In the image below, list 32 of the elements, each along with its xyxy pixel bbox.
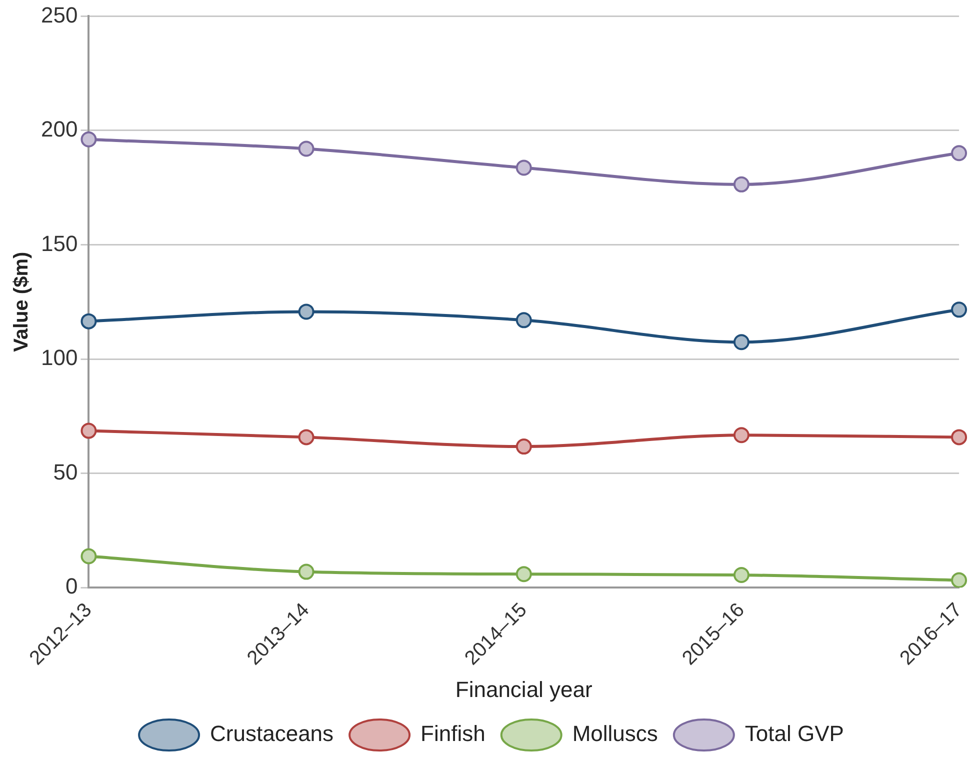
y-tick-label: 50: [53, 459, 78, 484]
legend-label: Finfish: [420, 721, 486, 746]
legend-label: Molluscs: [572, 721, 658, 746]
point: [516, 438, 532, 455]
y-tick-label: 250: [40, 2, 78, 28]
point: [80, 422, 97, 439]
point: [298, 564, 314, 580]
point: [733, 334, 750, 350]
x-axis-title: Financial year: [455, 676, 592, 702]
point: [733, 176, 750, 192]
legend-label: Total GVP: [744, 721, 844, 746]
point: [516, 566, 532, 582]
point: [80, 313, 97, 330]
point: [516, 160, 532, 176]
point: [733, 567, 750, 584]
point: [80, 131, 97, 148]
point: [298, 429, 314, 446]
point: [951, 572, 968, 588]
point: [516, 312, 532, 328]
point: [298, 140, 314, 157]
point: [951, 145, 968, 162]
y-tick-label: 100: [40, 345, 78, 370]
y-tick-label: 0: [65, 574, 78, 599]
y-tick-label: 150: [40, 230, 78, 256]
point: [733, 427, 750, 444]
point: [951, 302, 968, 318]
point: [80, 548, 97, 564]
y-tick-label: 200: [40, 116, 78, 142]
point: [951, 429, 968, 446]
point: [298, 304, 314, 320]
y-axis-title: Value ($m): [10, 252, 33, 352]
legend-label: Crustaceans: [210, 721, 334, 746]
